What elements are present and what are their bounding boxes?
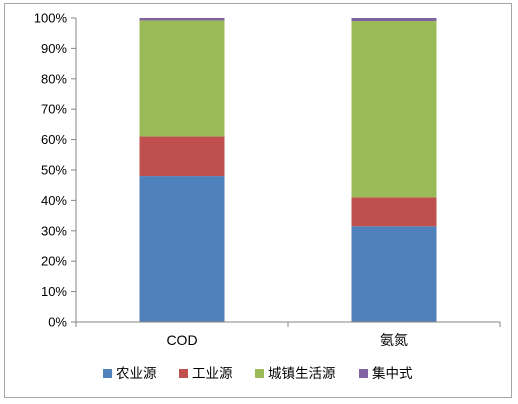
y-tick-label: 40% <box>41 193 67 208</box>
legend: 农业源 工业源 城镇生活源 集中式 <box>103 366 413 382</box>
y-axis: 0% 10% 20% 30% 40% 50% 60% 70% 80% 90% 100% <box>34 11 77 330</box>
legend-label: 农业源 <box>116 366 157 382</box>
x-axis: COD 氨氮 <box>75 321 501 348</box>
y-tick-label: 0% <box>48 315 67 330</box>
legend-label: 集中式 <box>372 366 413 382</box>
legend-label: 工业源 <box>192 366 233 382</box>
bar-segment <box>139 136 225 177</box>
y-tick-label: 100% <box>34 11 68 26</box>
y-tick-label: 60% <box>41 132 67 147</box>
legend-swatch <box>103 369 112 378</box>
bar-segment <box>351 18 437 22</box>
y-tick-label: 30% <box>41 223 67 238</box>
bar-segment <box>139 20 225 137</box>
y-tick-label: 10% <box>41 284 67 299</box>
bars <box>139 18 437 322</box>
x-category-label: COD <box>166 332 197 348</box>
bar-segment <box>351 197 437 227</box>
bar-segment <box>351 226 437 322</box>
legend-swatch <box>359 369 368 378</box>
legend-swatch <box>179 369 188 378</box>
legend-label: 城镇生活源 <box>268 366 336 382</box>
bar-segment <box>351 21 437 198</box>
bar-segment <box>139 18 225 21</box>
y-tick-label: 50% <box>41 163 67 178</box>
y-tick-label: 70% <box>41 102 67 117</box>
bar-segment <box>139 176 225 322</box>
x-category-label: 氨氮 <box>380 332 408 348</box>
legend-swatch <box>255 369 264 378</box>
y-tick-label: 20% <box>41 254 67 269</box>
y-tick-label: 90% <box>41 41 67 56</box>
y-tick-label: 80% <box>41 71 67 86</box>
